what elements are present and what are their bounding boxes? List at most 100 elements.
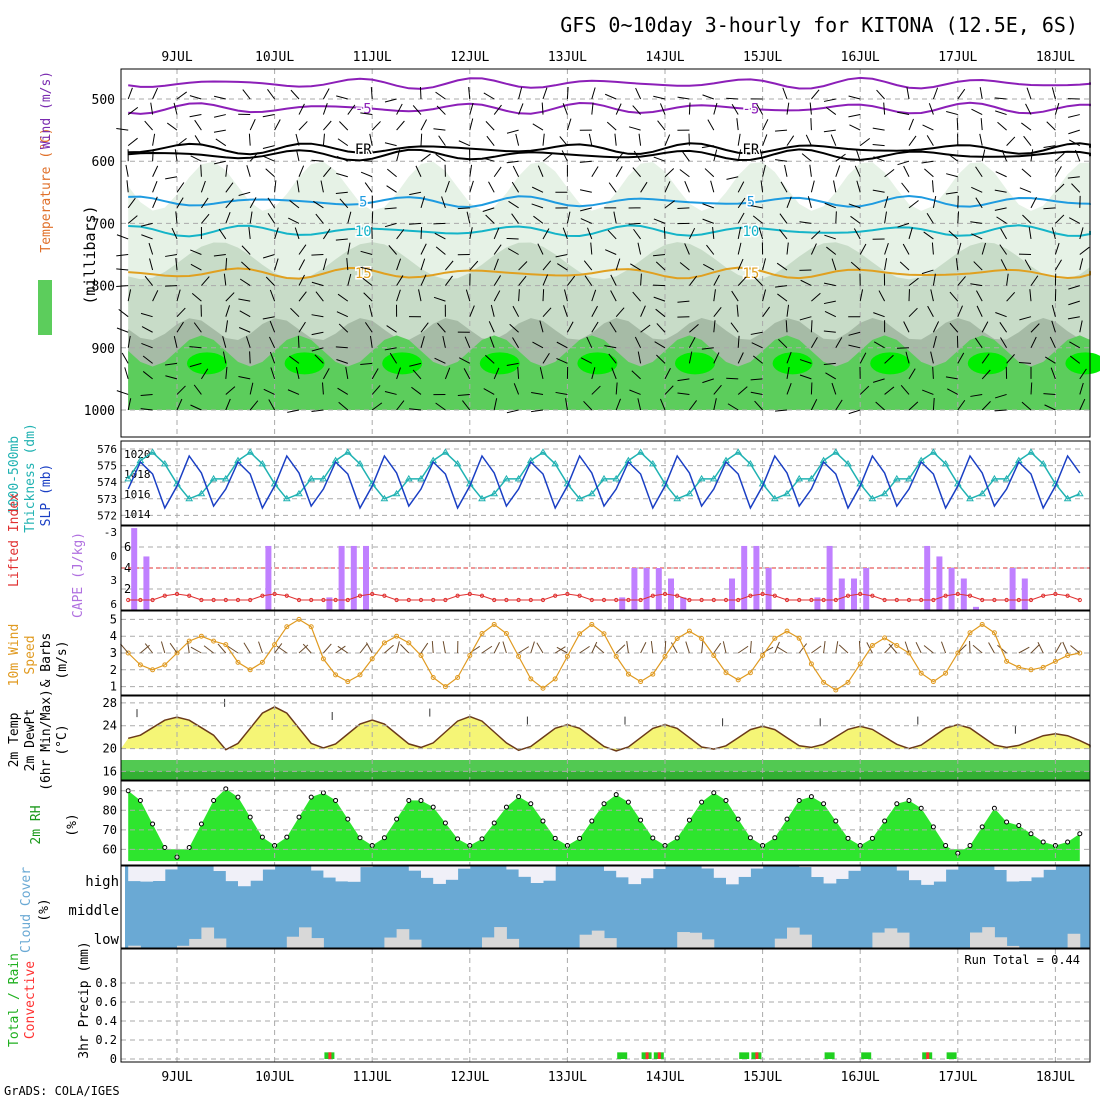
wind-barb <box>825 106 837 115</box>
high-cloud-gap <box>152 866 166 882</box>
wind-barb <box>1006 273 1009 286</box>
wind-barb <box>493 258 499 271</box>
wind-barb <box>386 325 397 333</box>
wind-barb <box>903 165 910 177</box>
wind-barb <box>906 87 910 100</box>
cape-bar <box>741 545 748 610</box>
low-cloud <box>384 937 398 948</box>
surface-wind-barb <box>972 644 983 654</box>
wind-barb <box>872 144 885 147</box>
wind-barb <box>190 155 202 162</box>
wind-barb <box>386 168 397 178</box>
surface-wind-barb <box>243 642 251 654</box>
wind-barb <box>389 352 398 364</box>
wind10m-speed-label: Speed <box>23 635 38 674</box>
wind-speed-point <box>833 687 839 693</box>
rh2m-point <box>772 835 778 841</box>
wind-barb <box>518 261 528 271</box>
wind-barb <box>408 222 422 225</box>
wind-barb <box>1029 289 1032 302</box>
cape-axis-label: CAPE (J/kg) <box>71 532 86 618</box>
wind-barb <box>289 355 300 364</box>
wind-barb <box>762 289 767 302</box>
wind-barb <box>239 310 251 318</box>
wind-barb <box>955 258 959 271</box>
wind-barb <box>1021 168 1032 178</box>
rh2m-point <box>540 818 546 824</box>
wind-tick: 5 <box>110 612 117 626</box>
wind-barb <box>295 367 300 380</box>
wind-barb <box>435 153 446 162</box>
wind-barb <box>946 173 958 178</box>
wind-barb <box>542 307 552 318</box>
wind10m-barbs-label: & Barbs <box>39 633 54 688</box>
wind-barb <box>774 129 788 132</box>
wind-barb <box>384 390 397 395</box>
wind-barb <box>173 102 178 115</box>
wind-barb <box>336 172 348 178</box>
wind-barb <box>506 237 519 240</box>
wind-barb <box>539 320 544 333</box>
wind-barb <box>420 119 428 131</box>
low-cloud <box>787 927 800 948</box>
high-cloud-gap <box>933 866 947 882</box>
wind-barb <box>653 156 666 162</box>
wind-barb <box>875 401 885 411</box>
slp-tick: 1016 <box>124 488 151 501</box>
wind-barb <box>363 292 373 302</box>
wind-barb <box>702 218 714 224</box>
cape-bar <box>814 597 821 610</box>
wind-barb <box>786 242 789 255</box>
rh2m-point <box>1004 819 1010 825</box>
surface-wind-barb <box>384 644 394 654</box>
thickness-tick: 576 <box>97 443 117 456</box>
wind-barb <box>420 243 427 255</box>
wind-barb <box>799 221 812 224</box>
wind-barb <box>632 105 641 115</box>
wind-speed-point <box>955 650 961 656</box>
wind-barb <box>588 133 593 146</box>
wind-barb <box>731 290 739 302</box>
wind-barb <box>267 197 276 209</box>
wind-barb <box>469 227 473 240</box>
dewpoint-fill-dark <box>121 771 1090 780</box>
temperature-axis-label: Temperature (°C) <box>39 127 54 252</box>
wind-barb <box>701 347 714 350</box>
wind-barb <box>957 211 960 224</box>
wind-barb <box>176 91 187 100</box>
wind-barb <box>779 229 788 240</box>
wind-barb <box>493 166 502 178</box>
rh2m-axis-label: 2m RH <box>29 805 44 844</box>
surface-wind-barb <box>298 644 309 654</box>
low-cloud <box>213 938 227 948</box>
wind-barb <box>189 362 202 368</box>
wind-speed-point <box>418 653 424 659</box>
cape-bar <box>265 545 272 610</box>
wind-barb <box>1079 382 1084 395</box>
rh2m-point <box>442 820 448 826</box>
wind-barb <box>542 87 548 100</box>
top-day-label: 18JUL <box>1036 50 1075 65</box>
wind-barb <box>1068 300 1080 306</box>
wind-barb <box>420 322 429 333</box>
rh2m-point <box>650 835 656 841</box>
wind-speed-point <box>320 656 326 662</box>
wind-barb <box>532 341 544 349</box>
wind-barb <box>469 164 473 177</box>
wind-barb <box>287 389 300 395</box>
low-cloud <box>506 938 520 948</box>
low-cloud <box>299 927 312 948</box>
rh-moist-cell <box>675 352 715 375</box>
wind-barb <box>566 321 574 333</box>
high-cloud-gap <box>701 866 715 869</box>
wind-barb <box>591 367 596 380</box>
wind-barb <box>926 135 934 146</box>
wind-speed-point <box>333 672 339 678</box>
wind-barb <box>1079 246 1090 255</box>
surface-wind-barb <box>988 642 995 654</box>
wind-barb <box>371 385 381 395</box>
wind-barb <box>884 354 894 364</box>
rh2m-point <box>943 843 949 849</box>
wind-speed-point <box>308 624 314 630</box>
wind-barb <box>542 274 549 286</box>
